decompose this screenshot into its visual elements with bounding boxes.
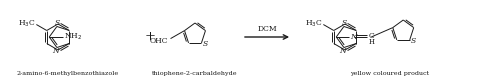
Text: OHC: OHC [150, 37, 169, 45]
Text: S: S [411, 37, 416, 45]
Text: 2-amino-6-methylbenzothiazole: 2-amino-6-methylbenzothiazole [17, 70, 119, 76]
Text: NH$_2$: NH$_2$ [64, 32, 82, 42]
Text: N: N [340, 47, 346, 55]
Text: H: H [368, 38, 374, 46]
Text: H$_3$C: H$_3$C [304, 18, 322, 29]
Text: +: + [144, 30, 156, 44]
Text: S: S [56, 20, 60, 27]
Text: N: N [350, 33, 357, 41]
Text: yellow coloured product: yellow coloured product [350, 70, 430, 76]
Text: H$_3$C: H$_3$C [18, 18, 36, 29]
Text: S: S [342, 20, 347, 27]
Text: N: N [52, 47, 59, 55]
Text: DCM: DCM [257, 25, 277, 33]
Text: S: S [203, 40, 208, 48]
Text: C: C [368, 32, 374, 40]
Text: thiophene-2-carbaldehyde: thiophene-2-carbaldehyde [152, 70, 238, 76]
